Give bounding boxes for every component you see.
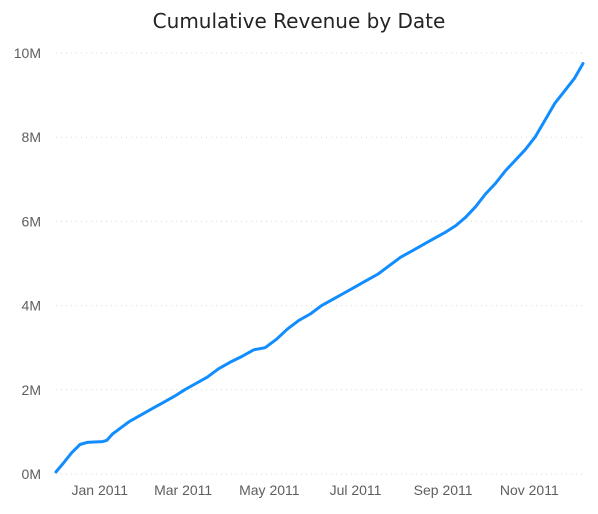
y-tick-label: 6M (22, 213, 41, 229)
x-tick-label: Sep 2011 (414, 482, 473, 498)
y-tick-label: 4M (22, 298, 41, 314)
chart-title: Cumulative Revenue by Date (152, 9, 446, 33)
y-tick-label: 2M (22, 382, 41, 398)
series-line (54, 62, 585, 474)
x-axis: Jan 2011 Mar 2011 May 2011 Jul 2011 Sep 2011… (72, 482, 559, 498)
x-tick-label: Jul 2011 (330, 482, 382, 498)
y-tick-label: 8M (22, 129, 41, 145)
x-tick-label: May 2011 (239, 482, 300, 498)
y-axis: 0M 2M 4M 6M 8M 10M (14, 45, 41, 482)
y-tick-label: 0M (22, 466, 41, 482)
gridlines (56, 52, 583, 475)
x-tick-label: Nov 2011 (500, 482, 559, 498)
x-tick-label: Jan 2011 (72, 482, 129, 498)
y-tick-label: 10M (14, 45, 41, 61)
series-layer (54, 62, 585, 474)
x-tick-label: Mar 2011 (154, 482, 212, 498)
